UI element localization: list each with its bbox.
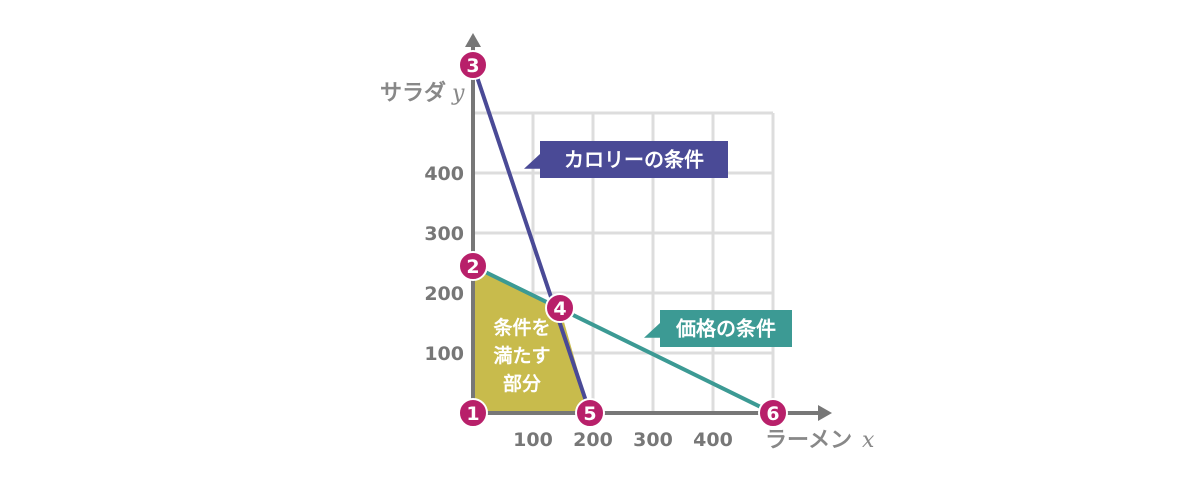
calorie-callout: カロリーの条件 <box>524 141 728 178</box>
axes: ラーメン x サラダ y <box>380 33 875 453</box>
feasible-region <box>473 266 590 413</box>
point-marker: 6 <box>758 398 788 428</box>
point-marker: 5 <box>575 398 605 428</box>
point-circle <box>458 50 488 80</box>
y-axis-variable: y <box>451 81 465 106</box>
y-tick-label: 100 <box>424 343 464 365</box>
price-callout-box <box>660 310 792 347</box>
x-tick-label: 400 <box>693 429 733 451</box>
point-marker: 2 <box>458 251 488 281</box>
x-axis-arrow <box>818 405 832 421</box>
point-marker: 1 <box>458 398 488 428</box>
region-label-line: 満たす <box>493 345 550 367</box>
x-tick-label: 200 <box>573 429 613 451</box>
price-callout-text: 価格の条件 <box>675 317 776 341</box>
point-label: 2 <box>466 256 479 278</box>
x-axis-label: ラーメン <box>765 428 852 453</box>
point-label: 6 <box>766 403 779 425</box>
point-circle <box>545 293 575 323</box>
point-circle <box>458 251 488 281</box>
x-axis-variable: x <box>862 428 875 453</box>
tick-labels: 100 200 300 400 100 200 300 400 <box>424 163 733 451</box>
y-axis-arrow <box>465 33 481 47</box>
x-tick-label: 300 <box>633 429 673 451</box>
calorie-callout-box <box>540 141 728 178</box>
point-label: 3 <box>466 55 479 77</box>
point-circle <box>458 398 488 428</box>
point-label: 5 <box>583 403 596 425</box>
y-tick-label: 200 <box>424 283 464 305</box>
points: 1 2 3 4 5 6 <box>458 50 788 428</box>
region-label-line: 条件を <box>493 316 550 339</box>
point-circle <box>575 398 605 428</box>
calorie-condition-line <box>471 63 592 415</box>
point-marker: 4 <box>545 293 575 323</box>
y-axis-label: サラダ <box>380 80 446 106</box>
series-lines <box>471 63 775 415</box>
point-circle <box>758 398 788 428</box>
calorie-callout-text: カロリーの条件 <box>564 148 704 172</box>
calorie-callout-pointer <box>524 153 540 169</box>
point-marker: 3 <box>458 50 488 80</box>
region-label-line: 部分 <box>503 372 541 395</box>
y-tick-label: 300 <box>424 223 464 245</box>
point-label: 1 <box>466 403 479 425</box>
price-callout-pointer <box>644 322 660 338</box>
point-label: 4 <box>553 298 566 320</box>
price-condition-line <box>471 264 775 415</box>
price-callout: 価格の条件 <box>644 310 792 347</box>
x-tick-label: 100 <box>513 429 553 451</box>
y-tick-label: 400 <box>424 163 464 185</box>
